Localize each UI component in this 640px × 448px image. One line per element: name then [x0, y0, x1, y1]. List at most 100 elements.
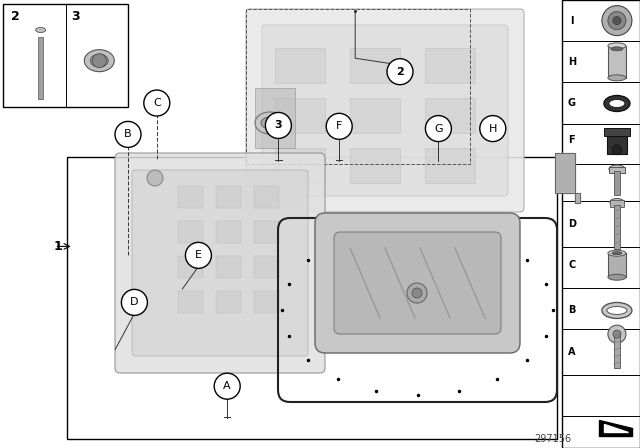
Circle shape: [608, 325, 626, 343]
Ellipse shape: [90, 54, 108, 67]
Ellipse shape: [609, 99, 625, 108]
Circle shape: [326, 113, 352, 139]
Text: 2: 2: [396, 67, 404, 77]
FancyBboxPatch shape: [132, 170, 308, 356]
Ellipse shape: [602, 302, 632, 319]
Bar: [216, 186, 241, 208]
Bar: [178, 291, 203, 313]
Text: F: F: [568, 135, 575, 145]
Bar: [350, 148, 400, 183]
Bar: [275, 148, 325, 183]
Circle shape: [144, 90, 170, 116]
Polygon shape: [555, 153, 580, 203]
Circle shape: [115, 121, 141, 147]
Ellipse shape: [612, 252, 622, 255]
Text: C: C: [568, 260, 575, 270]
Bar: [610, 200, 624, 207]
Bar: [178, 221, 203, 243]
Polygon shape: [604, 424, 628, 432]
Bar: [608, 46, 626, 78]
Circle shape: [147, 170, 163, 186]
Ellipse shape: [608, 75, 626, 81]
Text: D: D: [568, 219, 576, 229]
Circle shape: [387, 59, 413, 85]
Bar: [350, 48, 400, 83]
Bar: [216, 221, 241, 243]
Bar: [614, 171, 620, 195]
FancyBboxPatch shape: [115, 153, 325, 373]
Bar: [607, 136, 627, 154]
Bar: [425, 48, 475, 83]
FancyBboxPatch shape: [262, 25, 508, 196]
Ellipse shape: [608, 274, 626, 280]
Circle shape: [412, 288, 422, 298]
Text: H: H: [568, 57, 576, 67]
Text: 3: 3: [72, 10, 80, 23]
Text: G: G: [568, 99, 576, 108]
Text: E: E: [568, 176, 575, 186]
Bar: [608, 253, 626, 277]
Ellipse shape: [84, 50, 115, 72]
Text: 3: 3: [275, 121, 282, 130]
Ellipse shape: [609, 165, 625, 173]
Circle shape: [613, 17, 621, 25]
Circle shape: [426, 116, 451, 142]
FancyBboxPatch shape: [246, 9, 524, 212]
Text: C: C: [153, 98, 161, 108]
Bar: [178, 186, 203, 208]
Bar: [178, 256, 203, 278]
Text: 1: 1: [53, 240, 62, 253]
Bar: [562, 0, 640, 448]
Ellipse shape: [255, 112, 285, 134]
Text: A: A: [223, 381, 231, 391]
Circle shape: [266, 112, 291, 138]
Text: 2: 2: [11, 10, 20, 23]
Bar: [425, 98, 475, 133]
Bar: [38, 37, 43, 99]
Bar: [67, 157, 557, 439]
Text: 297156: 297156: [534, 434, 572, 444]
Circle shape: [608, 12, 626, 30]
Bar: [255, 88, 295, 148]
Text: F: F: [336, 121, 342, 131]
Circle shape: [612, 145, 622, 155]
Bar: [216, 256, 241, 278]
Bar: [350, 98, 400, 133]
Ellipse shape: [261, 117, 279, 129]
Ellipse shape: [608, 43, 626, 49]
Bar: [254, 186, 279, 208]
Circle shape: [602, 6, 632, 35]
Text: A: A: [568, 347, 575, 357]
Ellipse shape: [604, 95, 630, 112]
Ellipse shape: [611, 47, 623, 51]
Circle shape: [407, 283, 427, 303]
Ellipse shape: [607, 306, 627, 314]
Bar: [3, 4, 128, 107]
Circle shape: [186, 242, 211, 268]
Circle shape: [214, 373, 240, 399]
Bar: [254, 291, 279, 313]
Circle shape: [122, 289, 147, 315]
Text: D: D: [130, 297, 139, 307]
Text: I: I: [570, 16, 573, 26]
Text: G: G: [434, 124, 443, 134]
Bar: [609, 167, 625, 173]
Bar: [614, 332, 620, 368]
Ellipse shape: [608, 250, 626, 256]
Bar: [425, 148, 475, 183]
Text: H: H: [488, 124, 497, 134]
Bar: [254, 221, 279, 243]
Circle shape: [480, 116, 506, 142]
FancyBboxPatch shape: [334, 232, 501, 334]
Text: B: B: [568, 306, 575, 315]
Bar: [216, 291, 241, 313]
Bar: [604, 128, 630, 136]
Ellipse shape: [36, 27, 45, 33]
FancyBboxPatch shape: [315, 213, 520, 353]
Ellipse shape: [610, 198, 624, 206]
Bar: [275, 48, 325, 83]
Bar: [614, 205, 620, 249]
Text: B: B: [124, 129, 132, 139]
Bar: [275, 98, 325, 133]
Circle shape: [92, 54, 106, 68]
